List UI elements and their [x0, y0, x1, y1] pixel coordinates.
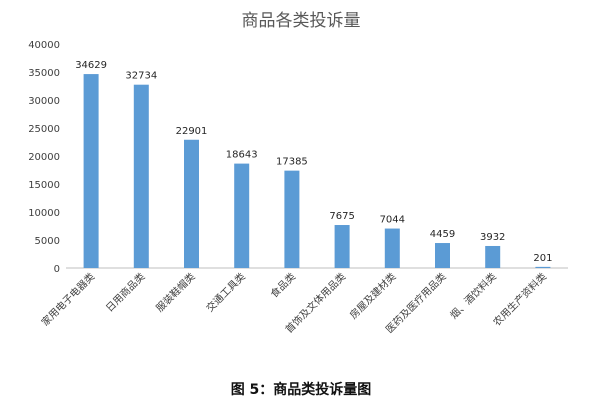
chart-title: 商品各类投诉量: [242, 11, 361, 31]
bar-series: [83, 74, 551, 268]
bar: [184, 139, 199, 268]
y-tick-label: 25000: [28, 124, 60, 135]
bar: [234, 163, 250, 268]
figure-caption: 图 5：商品类投诉量图: [230, 382, 372, 398]
x-tick-label: 日用商品类: [103, 270, 148, 315]
data-label: 17385: [276, 157, 308, 168]
y-tick-label: 15000: [28, 180, 60, 191]
bar: [435, 243, 450, 268]
x-tick-label: 食品类: [268, 270, 298, 300]
data-label: 4459: [430, 229, 455, 240]
y-tick-label: 40000: [28, 40, 60, 51]
data-label: 7675: [329, 211, 354, 222]
data-labels: 34629 32734 22901 18643 17385 7675 7044 4459 393…: [75, 60, 552, 264]
bar: [334, 225, 350, 268]
x-tick-label: 交通工具类: [203, 270, 248, 315]
bar: [485, 245, 501, 268]
data-label: 34629: [75, 60, 107, 71]
x-tick-label: 服装鞋帽类: [153, 270, 198, 315]
bar: [133, 84, 149, 268]
bar: [83, 74, 99, 268]
bar: [284, 170, 300, 268]
x-tick-label: 烟、酒饮料类: [447, 270, 499, 322]
x-tick-label: 房屋及建材类: [347, 270, 399, 322]
y-tick-label: 35000: [28, 68, 60, 79]
data-label: 201: [533, 253, 552, 264]
y-tick-label: 30000: [28, 96, 60, 107]
x-tick-label: 家用电子电器类: [39, 270, 98, 329]
x-tick-label: 农用生产资料类: [490, 270, 549, 329]
y-tick-label: 0: [54, 264, 60, 275]
data-label: 32734: [125, 71, 157, 82]
bar: [535, 266, 551, 268]
data-label: 7044: [380, 215, 405, 226]
y-tick-label: 20000: [28, 152, 60, 163]
y-tick-label: 10000: [28, 208, 60, 219]
y-tick-label: 5000: [35, 236, 60, 247]
data-label: 22901: [176, 126, 208, 137]
bar: [384, 228, 400, 268]
y-axis: 0 5000 10000 15000 20000 25000 30000 35000 40000: [28, 40, 60, 275]
data-label: 18643: [226, 150, 258, 161]
data-label: 3932: [480, 232, 505, 243]
bar-chart: 商品各类投诉量 0 5000 10000 15000 20000 25000 30000 35…: [28, 11, 568, 336]
